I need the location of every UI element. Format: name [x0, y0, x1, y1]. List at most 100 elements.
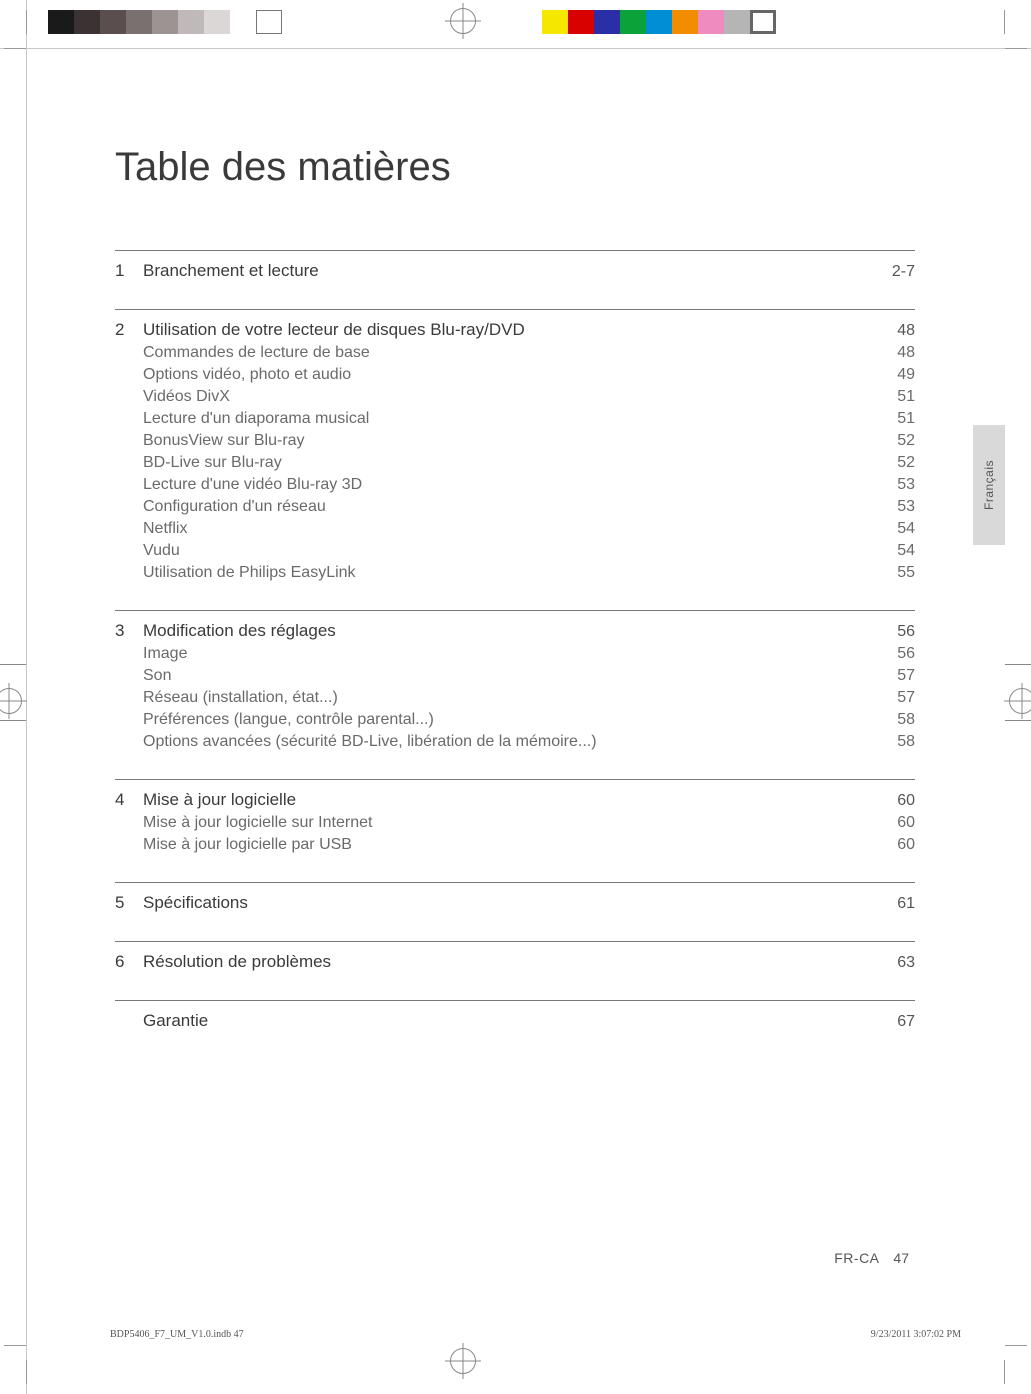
toc-subitem-label: Préférences (langue, contrôle parental..…: [143, 711, 865, 729]
color-swatch: [74, 10, 100, 34]
toc-subitem-page: 57: [865, 689, 915, 707]
crop-mark: [1005, 664, 1031, 665]
toc-subitem: Image56: [115, 645, 915, 663]
crop-line: [26, 0, 27, 1394]
toc-section-title: Branchement et lecture: [143, 261, 865, 281]
toc-section-number: 6: [115, 952, 143, 972]
toc-subitem: Options vidéo, photo et audio49: [115, 366, 915, 384]
content-column: Table des matières 1Branchement et lectu…: [115, 145, 915, 1059]
toc-section-number: 1: [115, 261, 143, 281]
crop-mark: [0, 720, 26, 721]
toc-subitem-page: 51: [865, 410, 915, 428]
toc-subitem: Netflix54: [115, 520, 915, 538]
toc-subitem: Mise à jour logicielle sur Internet60: [115, 814, 915, 832]
toc-subitem-page: 57: [865, 667, 915, 685]
toc-subitem: Son57: [115, 667, 915, 685]
toc-subitem-label: Vudu: [143, 542, 865, 560]
footer-page-number: FR-CA 47: [834, 1250, 909, 1266]
color-swatch: [698, 10, 724, 34]
print-page: Français Table des matières 1Branchement…: [0, 0, 1031, 1394]
registration-mark-icon: [1009, 688, 1031, 714]
crop-mark: [26, 10, 27, 34]
crop-line: [0, 48, 1031, 49]
toc-subitem-label: Netflix: [143, 520, 865, 538]
registration-mark-icon: [450, 1348, 476, 1374]
toc-subitem: Options avancées (sécurité BD-Live, libé…: [115, 733, 915, 751]
toc-section: 6Résolution de problèmes63: [115, 941, 915, 1000]
color-swatch: [256, 10, 282, 34]
language-tab-label: Français: [982, 460, 996, 510]
toc-subitem-label: Mise à jour logicielle par USB: [143, 836, 865, 854]
crop-mark: [26, 1360, 27, 1384]
toc-subitem-page: 49: [865, 366, 915, 384]
color-swatch: [126, 10, 152, 34]
toc-subitem-page: 54: [865, 542, 915, 560]
toc-subitem-page: 54: [865, 520, 915, 538]
toc-section: Garantie67: [115, 1000, 915, 1059]
color-swatch: [620, 10, 646, 34]
toc-subitem-label: Lecture d'un diaporama musical: [143, 410, 865, 428]
toc-subitem-page: 52: [865, 454, 915, 472]
toc-section-header: 1Branchement et lecture2-7: [115, 261, 915, 281]
table-of-contents: 1Branchement et lecture2-7 2Utilisation d…: [115, 250, 915, 1059]
footer-file-ref: BDP5406_F7_UM_V1.0.indb 47: [110, 1329, 244, 1340]
toc-section-title: Utilisation de votre lecteur de disques …: [143, 320, 865, 340]
toc-subitem-page: 60: [865, 814, 915, 832]
crop-mark: [1004, 1360, 1005, 1384]
color-swatch: [178, 10, 204, 34]
toc-subitem-page: 60: [865, 836, 915, 854]
toc-section-page: 56: [865, 623, 915, 641]
toc-subitem-label: Configuration d'un réseau: [143, 498, 865, 516]
toc-subitem-label: Lecture d'une vidéo Blu-ray 3D: [143, 476, 865, 494]
crop-mark: [1004, 10, 1005, 34]
color-swatch: [152, 10, 178, 34]
toc-section-header: 6Résolution de problèmes63: [115, 952, 915, 972]
toc-section-header: 2Utilisation de votre lecteur de disques…: [115, 320, 915, 340]
color-swatch: [100, 10, 126, 34]
color-swatch: [646, 10, 672, 34]
toc-section-number: 2: [115, 320, 143, 340]
toc-section: 2Utilisation de votre lecteur de disques…: [115, 309, 915, 610]
toc-subitem: BD-Live sur Blu-ray52: [115, 454, 915, 472]
page-title: Table des matières: [115, 145, 915, 190]
toc-section: 1Branchement et lecture2-7: [115, 250, 915, 309]
toc-section-title: Garantie: [143, 1011, 865, 1031]
toc-section: 3Modification des réglages56 Image56 Son57…: [115, 610, 915, 779]
crop-mark: [1005, 720, 1031, 721]
toc-section-number: 4: [115, 790, 143, 810]
color-swatch: [594, 10, 620, 34]
color-swatch: [568, 10, 594, 34]
toc-subitem: Lecture d'une vidéo Blu-ray 3D53: [115, 476, 915, 494]
toc-section-page: 60: [865, 792, 915, 810]
registration-mark-icon: [450, 8, 476, 34]
toc-subitem: Mise à jour logicielle par USB60: [115, 836, 915, 854]
toc-section-number: 5: [115, 893, 143, 913]
color-swatch-bar: [48, 10, 282, 34]
toc-section: 5Spécifications61: [115, 882, 915, 941]
toc-subitem: Lecture d'un diaporama musical51: [115, 410, 915, 428]
toc-subitem: Réseau (installation, état...)57: [115, 689, 915, 707]
color-swatch-bar: [542, 10, 776, 34]
toc-subitem: Configuration d'un réseau53: [115, 498, 915, 516]
toc-subitem-page: 51: [865, 388, 915, 406]
toc-section-page: 2-7: [865, 263, 915, 281]
toc-section-title: Mise à jour logicielle: [143, 790, 865, 810]
footer-pageno-value: 47: [893, 1250, 909, 1266]
toc-subitem: Commandes de lecture de base48: [115, 344, 915, 362]
toc-section-header: 4Mise à jour logicielle60: [115, 790, 915, 810]
toc-section-number: 3: [115, 621, 143, 641]
toc-section-page: 67: [865, 1013, 915, 1031]
color-swatch: [724, 10, 750, 34]
toc-subitem-label: Réseau (installation, état...): [143, 689, 865, 707]
toc-section: 4Mise à jour logicielle60Mise à jour log…: [115, 779, 915, 882]
toc-section-page: 61: [865, 895, 915, 913]
color-swatch: [672, 10, 698, 34]
toc-subitem-page: 55: [865, 564, 915, 582]
registration-mark-icon: [0, 688, 22, 714]
color-swatch: [230, 10, 256, 34]
crop-mark: [1005, 48, 1027, 49]
toc-section-title: Modification des réglages: [143, 621, 865, 641]
color-swatch: [48, 10, 74, 34]
toc-subitem: Vidéos DivX51: [115, 388, 915, 406]
toc-section-title: Spécifications: [143, 893, 865, 913]
